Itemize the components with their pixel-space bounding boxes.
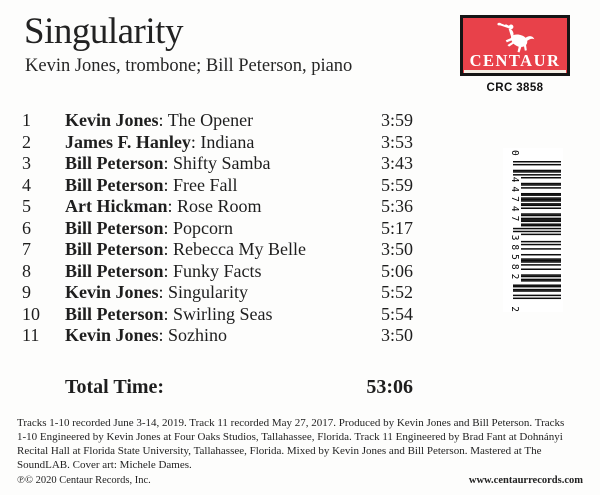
track-time: 5:36 bbox=[380, 196, 413, 217]
track-time: 3:50 bbox=[380, 325, 413, 346]
album-title: Singularity bbox=[24, 11, 183, 52]
track-row: 10 Bill Peterson: Swirling Seas 5:54 bbox=[22, 304, 413, 326]
track-row: 3 Bill Peterson: Shifty Samba 3:43 bbox=[22, 153, 413, 175]
track-row: 9 Kevin Jones: Singularity 5:52 bbox=[22, 282, 413, 304]
track-composer-title: Bill Peterson: Rebecca My Belle bbox=[65, 239, 306, 260]
track-composer-title: Art Hickman: Rose Room bbox=[65, 196, 262, 217]
track-row: 1 Kevin Jones: The Opener 3:59 bbox=[22, 110, 413, 132]
track-composer-title: James F. Hanley: Indiana bbox=[65, 131, 255, 152]
barcode-digit-check: 2 bbox=[509, 306, 520, 312]
track-composer-title: Bill Peterson: Popcorn bbox=[65, 217, 233, 238]
track-row: 4 Bill Peterson: Free Fall 5:59 bbox=[22, 175, 413, 197]
track-row: 11 Kevin Jones: Sozhino 3:50 bbox=[22, 325, 413, 347]
track-composer-title: Bill Peterson: Funky Facts bbox=[65, 260, 262, 281]
total-time-value: 53:06 bbox=[366, 376, 413, 398]
track-composer: Kevin Jones bbox=[65, 282, 159, 303]
track-time: 3:59 bbox=[380, 110, 413, 130]
catalog-number: CRC 3858 bbox=[486, 82, 544, 94]
track-time: 5:54 bbox=[380, 303, 413, 324]
copyright-line: ℗© 2020 Centaur Records, Inc. bbox=[17, 475, 151, 486]
track-number: 5 bbox=[22, 196, 31, 217]
credits-line: Recital Hall at Florida State University… bbox=[17, 444, 542, 457]
track-time: 5:17 bbox=[380, 217, 413, 238]
total-time-label: Total Time: bbox=[65, 376, 165, 398]
track-composer: Bill Peterson bbox=[65, 239, 164, 260]
track-list: 1 Kevin Jones: The Opener 3:59 2 James F. Ha… bbox=[22, 110, 413, 347]
track-number: 1 bbox=[22, 110, 31, 130]
credits-line: Tracks 1-10 recorded June 3-14, 2019. Tr… bbox=[17, 417, 565, 429]
website-url: www.centaurrecords.com bbox=[468, 475, 583, 486]
centaur-icon bbox=[497, 22, 535, 53]
album-artists: Kevin Jones, trombone; Bill Peterson, pi… bbox=[25, 56, 353, 76]
track-composer-title: Bill Peterson: Shifty Samba bbox=[65, 153, 271, 174]
centaur-records-logo: CENTAUR bbox=[460, 15, 570, 76]
credits-line: 1-10 Engineered by Kevin Jones at Four O… bbox=[17, 430, 563, 443]
track-composer: Bill Peterson bbox=[65, 217, 164, 238]
barcode-bars bbox=[513, 161, 561, 300]
total-time-row: Total Time: 53:06 bbox=[22, 376, 413, 399]
track-number: 3 bbox=[22, 153, 31, 174]
barcode-digit-group2: 38582 bbox=[509, 234, 520, 284]
track-row: 2 James F. Hanley: Indiana 3:53 bbox=[22, 132, 413, 154]
logo-wordmark: CENTAUR bbox=[469, 50, 561, 70]
track-number: 9 bbox=[22, 282, 31, 303]
track-composer-title: Kevin Jones: Singularity bbox=[65, 282, 249, 303]
track-number: 10 bbox=[22, 303, 40, 324]
track-number: 2 bbox=[22, 131, 31, 152]
track-row: 6 Bill Peterson: Popcorn 5:17 bbox=[22, 218, 413, 240]
track-number: 7 bbox=[22, 239, 31, 260]
track-row: 7 Bill Peterson: Rebecca My Belle 3:50 bbox=[22, 239, 413, 261]
track-number: 6 bbox=[22, 217, 31, 238]
track-time: 5:52 bbox=[380, 282, 413, 303]
track-time: 5:59 bbox=[380, 174, 413, 195]
track-composer: Bill Peterson bbox=[65, 174, 164, 195]
track-number: 4 bbox=[22, 174, 31, 195]
track-number: 11 bbox=[22, 325, 40, 346]
barcode-digit-group1: 44747 bbox=[509, 176, 520, 226]
track-composer: James F. Hanley bbox=[65, 131, 191, 152]
track-composer: Bill Peterson bbox=[65, 260, 164, 281]
barcode-digit-lead: 0 bbox=[509, 150, 520, 156]
track-composer-title: Kevin Jones: Sozhino bbox=[65, 325, 228, 346]
total-row-spacer bbox=[22, 376, 65, 399]
track-time: 3:43 bbox=[380, 153, 413, 174]
track-composer-title: Kevin Jones: The Opener bbox=[65, 110, 254, 130]
track-composer: Bill Peterson bbox=[65, 153, 164, 174]
track-composer: Art Hickman bbox=[65, 196, 168, 217]
track-time: 5:06 bbox=[380, 260, 413, 281]
credits-line: SoundLAB. Cover art: Michele Dames. bbox=[17, 458, 192, 471]
track-number: 8 bbox=[22, 260, 31, 281]
track-composer-title: Bill Peterson: Swirling Seas bbox=[65, 303, 273, 324]
track-composer: Kevin Jones bbox=[65, 325, 159, 346]
track-composer: Kevin Jones bbox=[65, 110, 159, 130]
track-time: 3:53 bbox=[380, 131, 413, 152]
logo-background: CENTAUR bbox=[463, 18, 567, 73]
track-composer-title: Bill Peterson: Free Fall bbox=[65, 174, 238, 195]
credits-notes: Tracks 1-10 recorded June 3-14, 2019. Tr… bbox=[17, 417, 595, 473]
track-composer: Bill Peterson bbox=[65, 303, 164, 324]
track-row: 8 Bill Peterson: Funky Facts 5:06 bbox=[22, 261, 413, 283]
logo-bottom-strip bbox=[464, 70, 566, 73]
track-row: 5 Art Hickman: Rose Room 5:36 bbox=[22, 196, 413, 218]
upc-barcode: 0 44747 38582 2 bbox=[503, 148, 563, 312]
track-time: 3:50 bbox=[380, 239, 413, 260]
